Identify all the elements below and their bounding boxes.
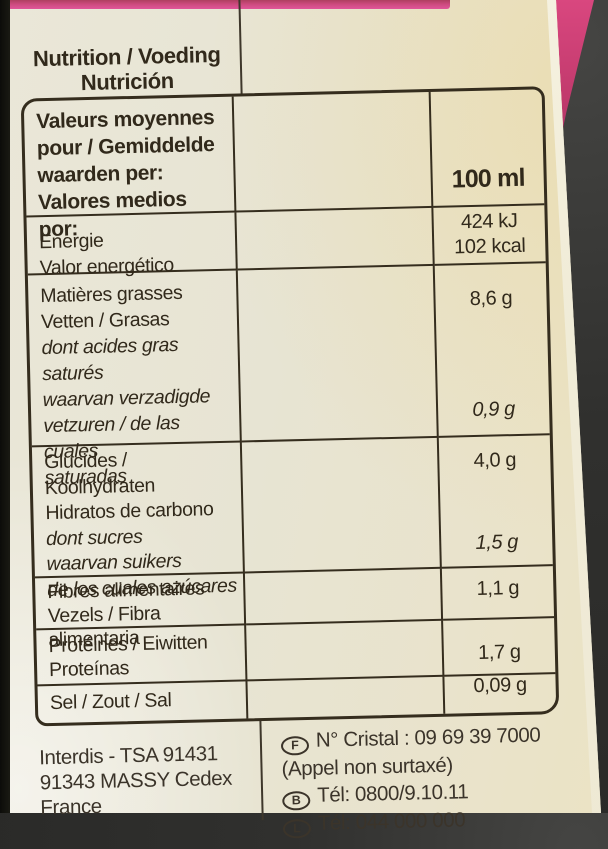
contact-france-number: N° Cristal : 09 69 39 7000	[315, 723, 541, 752]
salt-value-cell: 0,09 g	[444, 672, 556, 714]
energy-label-cell: Energie Valor energético	[26, 212, 238, 279]
carbs-line2: Hidratos de carbono	[45, 498, 214, 525]
empty-cell	[236, 207, 435, 271]
country-badge-france: F	[280, 735, 310, 756]
address-line2: 91343 MASSY Cedex	[39, 766, 233, 795]
protein-value: 1,7 g	[477, 640, 521, 664]
unit-cell: 100 ml	[430, 89, 545, 208]
empty-cell	[241, 437, 442, 574]
empty-cell	[244, 568, 444, 626]
unit-100ml: 100 ml	[451, 163, 526, 194]
energy-kcal: 102 kcal	[453, 234, 526, 259]
carbs-sugar-value: 1,5 g	[475, 530, 519, 554]
energy-value-cell: 424 kJ 102 kcal	[433, 205, 546, 266]
salt-label-cell: Sel / Zout / Sal	[37, 681, 249, 724]
nutrition-title: Nutrition / Voeding Nutrición	[19, 42, 234, 97]
carbs-value-cell: 4,0 g 1,5 g	[438, 435, 553, 569]
protein-line2: Proteínas	[48, 657, 130, 682]
pink-top-band	[10, 0, 450, 9]
contact-partial-number: Tél: 044 000 000	[317, 808, 466, 835]
nutrition-table: Valeurs moyennes pour / Gemiddelde waard…	[20, 86, 560, 727]
nutrition-title-line1: Nutrition / Voeding	[32, 41, 221, 72]
empty-cell	[233, 91, 434, 213]
printed-content: Nutrition / Voeding Nutrición Valeurs mo…	[19, 0, 560, 839]
empty-cell	[237, 265, 439, 443]
carbs-line1: Glucides / Koolhydraten	[43, 449, 156, 499]
table-header-cell: Valeurs moyennes pour / Gemiddelde waard…	[23, 96, 237, 241]
protein-value-cell: 1,7 g	[443, 618, 556, 677]
manufacturer-address: Interdis - TSA 91431 91343 MASSY Cedex F…	[39, 741, 233, 821]
contact-info: F N° Cristal : 09 69 39 7000 (Appel non s…	[280, 722, 543, 839]
salt-value: 0,09 g	[473, 673, 527, 698]
country-badge-belgium: B	[282, 790, 311, 811]
empty-cell	[246, 620, 445, 682]
protein-label-cell: Protéines / Eiwitten Proteínas	[36, 625, 248, 687]
salt-line1: Sel / Zout / Sal	[49, 689, 172, 715]
panel-fold-line-top	[238, 0, 243, 95]
fat-value: 8,6 g	[469, 287, 513, 311]
energy-kj: 424 kJ	[460, 209, 518, 234]
fat-sub2: waarvan verzadigde	[42, 385, 211, 412]
panel-fold-line-bottom	[259, 720, 264, 821]
fat-label-cell: Matières grasses Vetten / Grasas dont ac…	[27, 270, 242, 489]
fiber-value-cell: 1,1 g	[441, 566, 555, 621]
carbs-value: 4,0 g	[473, 449, 517, 473]
address-line3: France	[40, 794, 103, 820]
background-shadow-left	[0, 0, 11, 813]
fat-value-cell: 8,6 g 0,9 g	[434, 263, 550, 438]
carton-panel	[10, 0, 601, 813]
fiber-value: 1,1 g	[476, 576, 520, 600]
nutrition-title-line2: Nutrición	[80, 67, 175, 96]
contact-partial-line: L Tél: 044 000 000	[282, 805, 543, 839]
fat-sub1: dont acides gras saturés	[41, 333, 179, 386]
empty-cell	[247, 676, 446, 719]
contact-belgium-number: Tél: 0800/9.10.11	[316, 780, 469, 807]
fiber-label-cell: Fibres alimentaires Vezels / Fibra alime…	[34, 573, 247, 651]
fat-sat-value: 0,9 g	[472, 398, 516, 422]
country-badge-partial: L	[282, 818, 312, 839]
carbs-label-cell: Glucides / Koolhydraten Hidratos de carb…	[31, 442, 245, 601]
header-line2: pour / Gemiddelde	[36, 133, 215, 161]
